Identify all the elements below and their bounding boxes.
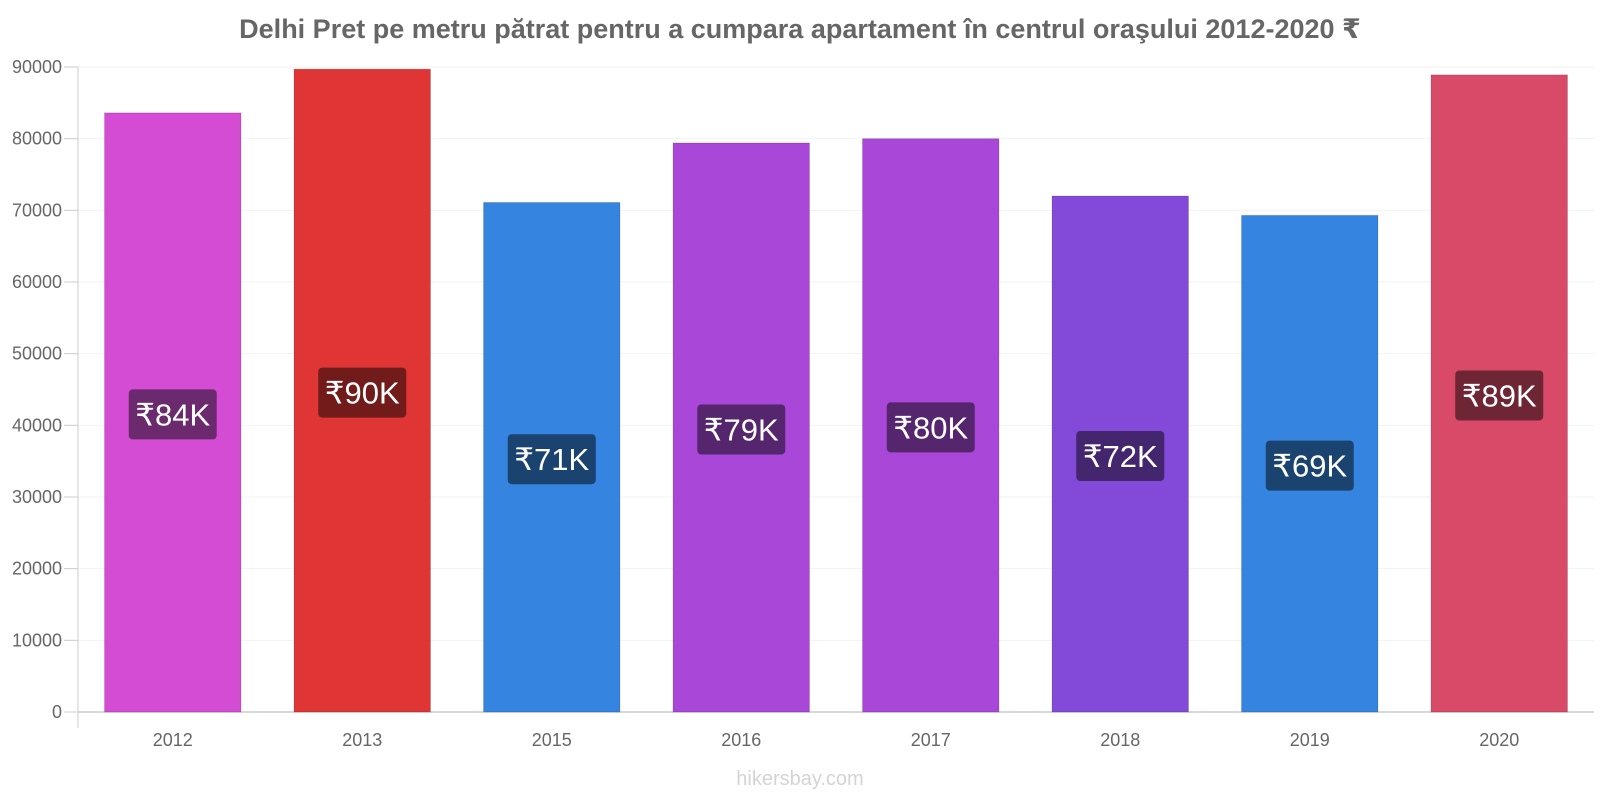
y-tick-label: 80000 (12, 129, 62, 149)
data-label-2016: ₹79K (704, 412, 779, 447)
y-tick-label: 50000 (12, 344, 62, 364)
x-tick-label-2012: 2012 (153, 730, 193, 750)
y-tick-label: 60000 (12, 272, 62, 292)
y-tick-label: 70000 (12, 200, 62, 220)
x-tick-label-2019: 2019 (1290, 730, 1330, 750)
x-tick-label-2016: 2016 (721, 730, 761, 750)
data-label-box-2019 (1265, 440, 1354, 491)
y-tick-label: 10000 (12, 630, 62, 650)
data-label-box-2013 (318, 367, 407, 418)
y-tick-label: 30000 (12, 487, 62, 507)
data-labels: ₹84K ₹90K ₹71K ₹79K ₹80K ₹72K ₹69K ₹89K (128, 367, 1544, 491)
x-tick-label-2013: 2013 (342, 730, 382, 750)
x-tick-label-2017: 2017 (911, 730, 951, 750)
data-label-2013: ₹90K (325, 376, 400, 411)
data-label-2019: ₹69K (1272, 449, 1347, 484)
chart-title: Delhi Pret pe metru pătrat pentru a cump… (239, 14, 1361, 44)
data-label-box-2017 (886, 402, 975, 453)
watermark: hikersbay.com (736, 768, 864, 790)
data-label-2018: ₹72K (1083, 439, 1158, 474)
data-label-box-2015 (507, 434, 596, 485)
data-label-box-2020 (1455, 370, 1544, 421)
x-tick-label-2015: 2015 (532, 730, 572, 750)
data-label-2015: ₹71K (514, 442, 589, 477)
y-tick-label: 0 (52, 702, 62, 722)
data-label-2012: ₹84K (135, 397, 210, 432)
x-tick-label-2018: 2018 (1100, 730, 1140, 750)
data-label-2020: ₹89K (1462, 378, 1537, 413)
data-label-2017: ₹80K (893, 410, 968, 445)
y-tick-label: 40000 (12, 415, 62, 435)
y-tick-label: 90000 (12, 57, 62, 77)
x-tick-label-2020: 2020 (1479, 730, 1519, 750)
axes: 0 10000 20000 30000 40000 50000 60000 70000 8000… (12, 57, 1594, 750)
bars (104, 68, 1568, 713)
data-label-box-2016 (697, 404, 786, 455)
y-tick-label: 20000 (12, 559, 62, 579)
data-label-box-2012 (128, 389, 217, 440)
data-label-box-2018 (1076, 431, 1165, 481)
